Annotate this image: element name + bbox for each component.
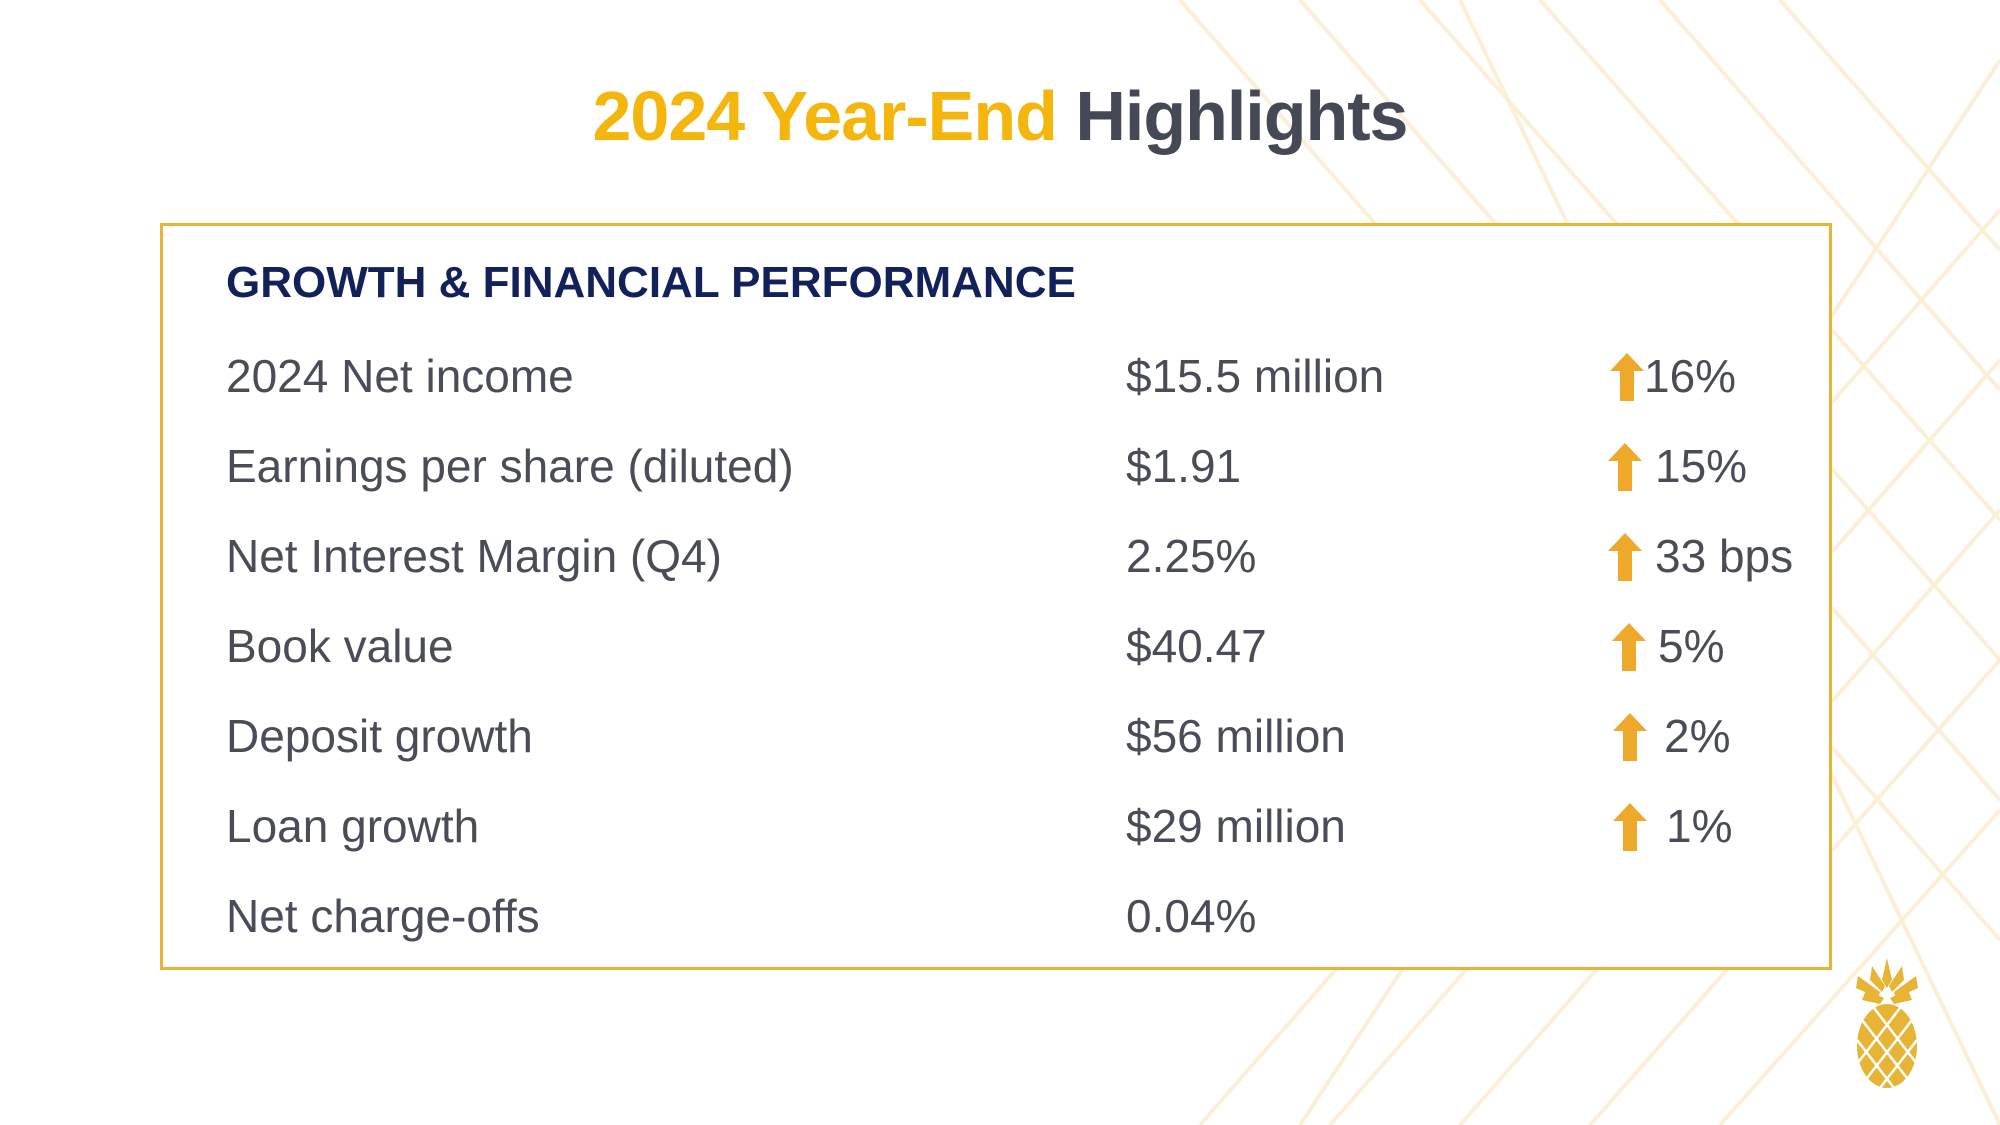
table-row: Net Interest Margin (Q4) 2.25% 33 bps [0, 521, 2000, 591]
title-year: 2024 Year-End [592, 77, 1058, 155]
row-label: Net Interest Margin (Q4) [226, 530, 722, 582]
arrow-up-icon [1610, 353, 1644, 401]
row-label: Earnings per share (diluted) [226, 440, 794, 492]
row-value: $1.91 [1126, 440, 1242, 492]
row-value: 2.25% [1126, 530, 1257, 582]
row-label: Deposit growth [226, 710, 533, 762]
row-value: $15.5 million [1126, 350, 1385, 402]
pineapple-logo-icon [1856, 958, 1918, 1089]
row-change: 2% [1664, 710, 1731, 762]
row-change: 33 bps [1655, 530, 1794, 582]
row-value: $56 million [1126, 710, 1346, 762]
row-value: $29 million [1126, 800, 1346, 852]
row-label: Loan growth [226, 800, 480, 852]
highlights-panel [160, 223, 1832, 970]
arrow-up-icon [1608, 533, 1642, 581]
row-value: $40.47 [1126, 620, 1267, 672]
arrow-up-icon [1613, 713, 1647, 761]
row-label: Net charge-offs [226, 890, 540, 942]
arrow-up-icon [1612, 623, 1646, 671]
row-change: 16% [1644, 350, 1737, 402]
table-row: Loan growth $29 million 1% [0, 791, 2000, 861]
title-highlights: Highlights [1075, 77, 1408, 155]
arrow-up-icon [1608, 443, 1642, 491]
row-label: 2024 Net income [226, 350, 574, 402]
row-value: 0.04% [1126, 890, 1257, 942]
arrow-up-icon [1613, 803, 1647, 851]
table-row: 2024 Net income $15.5 million 16% [0, 341, 2000, 411]
section-title: GROWTH & FINANCIAL PERFORMANCE [226, 258, 1076, 307]
row-label: Book value [226, 620, 454, 672]
table-row: Net charge-offs 0.04% [0, 881, 2000, 951]
table-row: Earnings per share (diluted) $1.91 15% [0, 431, 2000, 501]
page-title: 2024 Year-End Highlights [0, 76, 2000, 156]
row-change: 15% [1655, 440, 1748, 492]
table-row: Deposit growth $56 million 2% [0, 701, 2000, 771]
row-change: 1% [1666, 800, 1733, 852]
table-row: Book value $40.47 5% [0, 611, 2000, 681]
row-change: 5% [1658, 620, 1725, 672]
